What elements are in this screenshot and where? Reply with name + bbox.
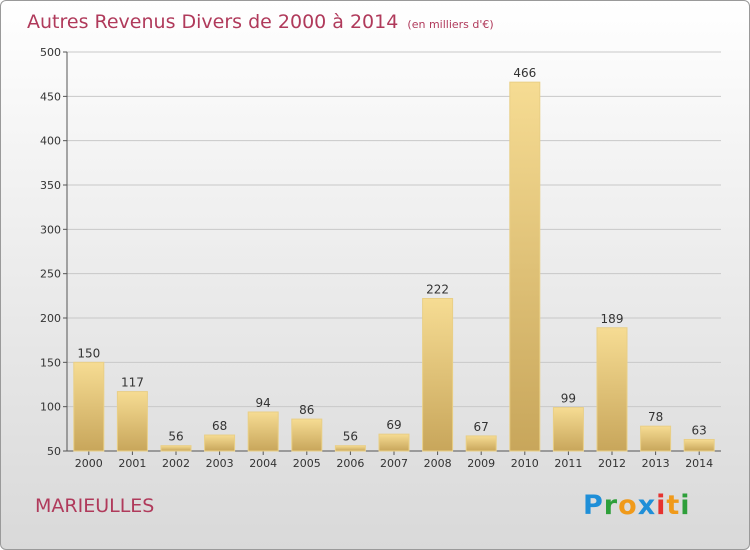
x-tick-label: 2002 <box>162 457 190 470</box>
chart-title-main: Autres Revenus Divers de 2000 à 2014 <box>27 11 399 33</box>
bar-2011 <box>552 407 584 452</box>
bar-2012 <box>596 327 628 452</box>
x-tick-label: 2003 <box>206 457 234 470</box>
x-tick-label: 2010 <box>511 457 539 470</box>
y-tick-label: 350 <box>40 179 61 192</box>
chart-title-unit: (en milliers d'€) <box>407 18 494 31</box>
bar-2000 <box>73 361 105 452</box>
x-tick-label: 2007 <box>380 457 408 470</box>
data-label-2001: 117 <box>121 376 144 390</box>
proxiti-logo: Proxiti <box>583 490 691 521</box>
data-label-2011: 99 <box>561 392 576 406</box>
data-label-2009: 67 <box>474 420 489 434</box>
y-tick-label: 100 <box>40 401 61 414</box>
bar-2008 <box>422 297 454 452</box>
x-tick-label: 2014 <box>685 457 713 470</box>
x-tick-label: 2013 <box>642 457 670 470</box>
bars <box>73 81 715 452</box>
bar-2005 <box>291 418 323 452</box>
x-tick-label: 2004 <box>249 457 277 470</box>
y-tick-label: 450 <box>40 90 61 103</box>
x-tick-label: 2012 <box>598 457 626 470</box>
bar-2001 <box>116 391 148 452</box>
x-tick-label: 2000 <box>75 457 103 470</box>
data-label-2008: 222 <box>426 282 449 296</box>
x-tick-label: 2008 <box>424 457 452 470</box>
data-label-2013: 78 <box>648 410 663 424</box>
y-tick-label: 200 <box>40 312 61 325</box>
data-label-2002: 56 <box>168 430 183 444</box>
data-label-2000: 150 <box>77 346 100 360</box>
bar-2010 <box>509 81 541 452</box>
x-tick-label: 2001 <box>118 457 146 470</box>
data-label-2007: 69 <box>386 418 401 432</box>
chart-title: Autres Revenus Divers de 2000 à 2014 (en… <box>27 11 494 33</box>
data-label-2006: 56 <box>343 430 358 444</box>
x-tick-label: 2009 <box>467 457 495 470</box>
bar-2006 <box>334 445 366 452</box>
bar-2013 <box>640 425 672 452</box>
data-label-2005: 86 <box>299 403 314 417</box>
bar-2014 <box>683 438 715 452</box>
y-tick-label: 50 <box>47 445 61 458</box>
x-tick-label: 2005 <box>293 457 321 470</box>
bar-2007 <box>378 433 410 452</box>
y-tick-label: 400 <box>40 135 61 148</box>
bar-2003 <box>204 434 236 452</box>
bar-2009 <box>465 435 497 452</box>
data-label-2003: 68 <box>212 419 227 433</box>
y-tick-label: 250 <box>40 268 61 281</box>
data-label-2010: 466 <box>513 66 536 80</box>
y-tick-label: 500 <box>40 46 61 59</box>
data-labels: 150 117 56 68 94 86 56 69 222 67 466 99 189 78 63 <box>77 66 706 444</box>
y-tick-label: 150 <box>40 356 61 369</box>
data-label-2014: 63 <box>692 423 707 437</box>
data-label-2004: 94 <box>256 396 271 410</box>
x-tick-label: 2006 <box>336 457 364 470</box>
town-name: MARIEULLES <box>35 495 155 517</box>
bar-2002 <box>160 445 192 452</box>
x-tick-label: 2011 <box>554 457 582 470</box>
y-tick-label: 300 <box>40 223 61 236</box>
data-label-2012: 189 <box>601 312 624 326</box>
bar-2004 <box>247 411 279 452</box>
